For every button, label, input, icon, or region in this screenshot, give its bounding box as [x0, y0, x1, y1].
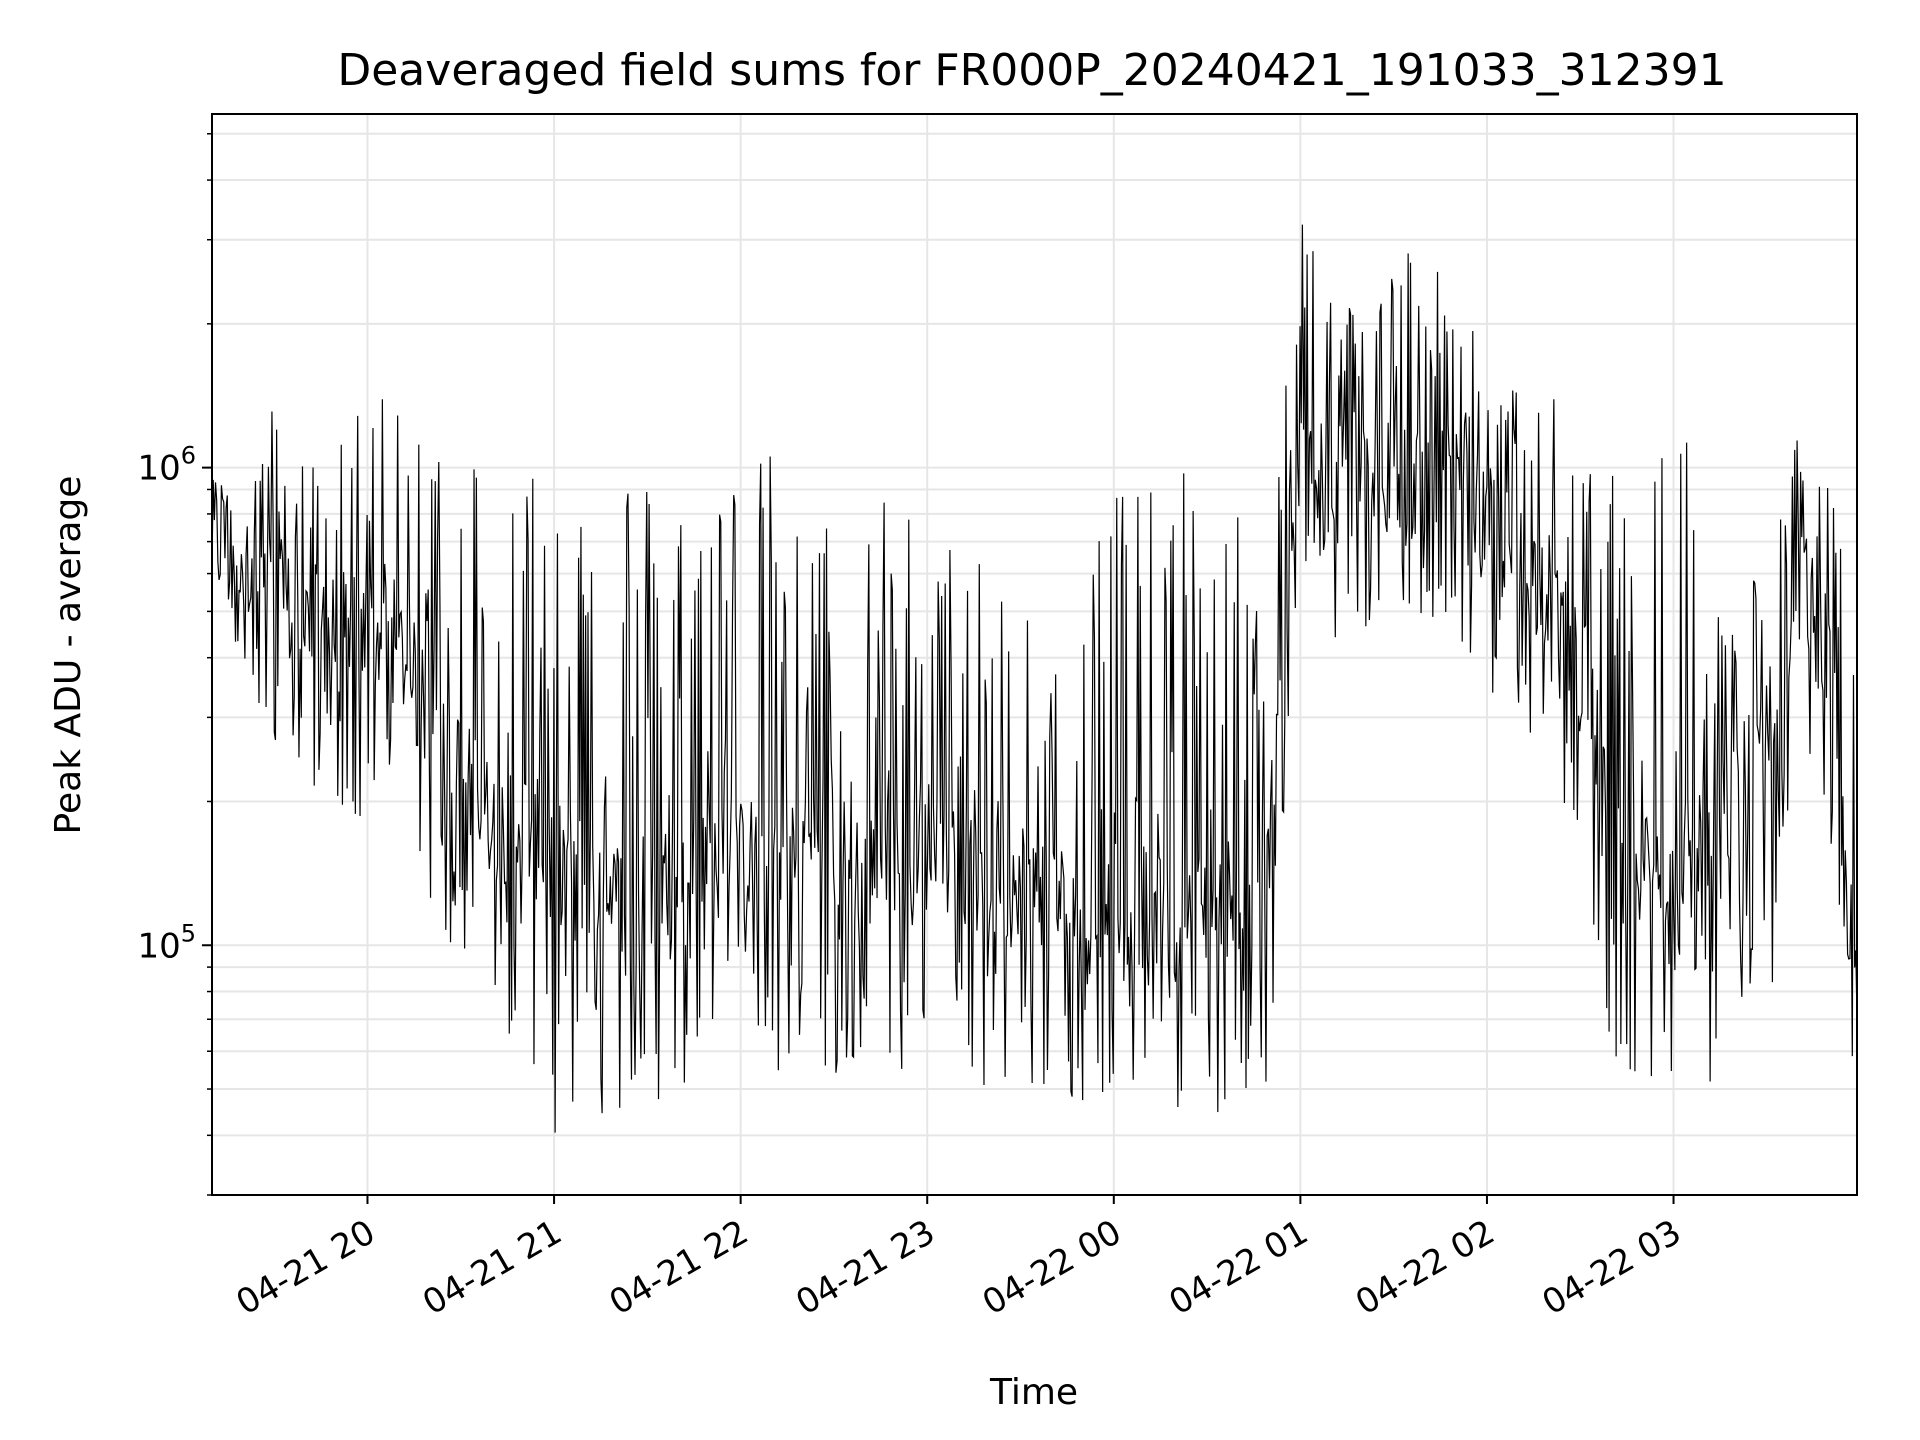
x-axis: 04-21 20 04-21 21 04-21 22 04-21 23 04-22 00… — [230, 1195, 1688, 1323]
series-line — [211, 224, 1858, 1133]
x-tick-label: 04-22 02 — [1349, 1212, 1501, 1323]
chart-title: Deaveraged field sums for FR000P_2024042… — [337, 45, 1726, 96]
x-tick-label: 04-22 01 — [1162, 1212, 1314, 1323]
y-axis: 105 106 — [137, 442, 212, 966]
plot-frame — [211, 113, 1858, 1196]
x-tick-label: 04-22 00 — [976, 1212, 1128, 1323]
x-axis-label: Time — [989, 1372, 1078, 1413]
y-tick-label: 105 — [137, 919, 196, 966]
y-tick-label: 106 — [137, 442, 196, 489]
x-tick-label: 04-21 20 — [230, 1212, 382, 1323]
plot-area — [211, 224, 1858, 1133]
x-tick-label: 04-21 21 — [416, 1212, 568, 1323]
x-tick-label: 04-21 23 — [789, 1212, 941, 1323]
y-axis-label: Peak ADU - average — [48, 476, 89, 835]
x-tick-label: 04-22 03 — [1536, 1212, 1688, 1323]
x-tick-label: 04-21 22 — [603, 1212, 755, 1323]
